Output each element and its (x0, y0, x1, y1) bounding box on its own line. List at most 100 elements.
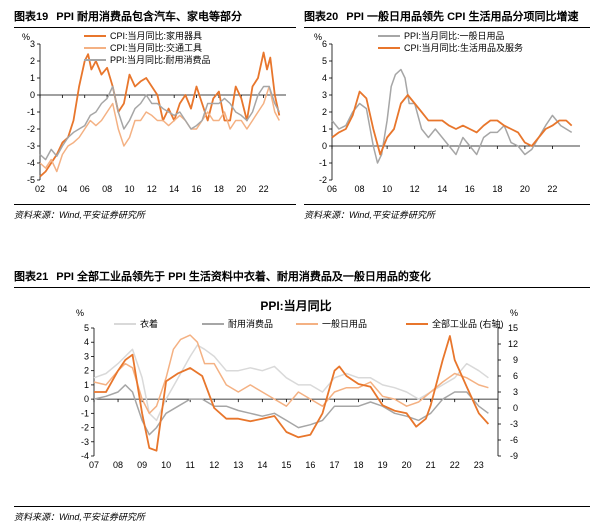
fig19-title: 图表19 PPI 耐用消费品包含汽车、家电等部分 (14, 8, 242, 24)
y-tick-label: -2 (27, 124, 35, 134)
y2-tick-label: -9 (510, 451, 518, 461)
x-tick-label: 08 (113, 460, 123, 470)
x-tick-label: 08 (102, 184, 112, 194)
series-line-3 (93, 334, 489, 415)
y-tick-label: 2 (30, 56, 35, 66)
legend-label-1: 衣着 (140, 318, 158, 329)
y-axis-unit-label: % (314, 32, 322, 42)
chart-title: PPI:当月同比 (260, 298, 331, 313)
y-tick-label: 0 (322, 141, 327, 151)
fig21-title: 图表21 PPI 全部工业品领先于 PPI 生活资料中衣着、耐用消费品及一般日用品… (14, 268, 431, 284)
y-axis-unit-label: % (76, 308, 84, 318)
x-tick-label: 20 (236, 184, 246, 194)
x-tick-label: 10 (124, 184, 134, 194)
fig20-number: 图表20 (304, 11, 339, 23)
series-line-1 (331, 68, 573, 164)
y-tick-label: 1 (322, 124, 327, 134)
fig21-title-rule (14, 287, 590, 288)
legend-label-2: CPI:当月同比:交通工具 (110, 42, 202, 53)
y-tick-label: -3 (27, 141, 35, 151)
x-tick-label: 16 (465, 184, 475, 194)
y2-tick-label: -6 (510, 435, 518, 445)
x-tick-label: 23 (474, 460, 484, 470)
y-tick-label: 4 (322, 73, 327, 83)
x-tick-label: 16 (192, 184, 202, 194)
legend-label-1: CPI:当月同比:家用器具 (110, 30, 202, 41)
fig21-chart: PPI:当月同比% %543210-1-2-3-415129630-3-6-907… (76, 298, 518, 470)
legend-label-2: 耐用消费品 (228, 318, 273, 329)
y2-tick-label: 3 (513, 387, 518, 397)
x-tick-label: 19 (378, 460, 388, 470)
series-line-3 (39, 85, 280, 161)
fig20-title: 图表20 PPI 一般日用品领先 CPI 生活用品分项同比增速 (304, 8, 578, 24)
x-tick-label: 10 (161, 460, 171, 470)
y-tick-label: 2 (322, 107, 327, 117)
y-tick-label: 3 (84, 351, 89, 361)
y-tick-label: 2 (84, 366, 89, 376)
y-tick-label: -3 (81, 437, 89, 447)
y-tick-label: -2 (81, 423, 89, 433)
y2-tick-label: 15 (508, 323, 518, 333)
y2-tick-label: -3 (510, 419, 518, 429)
series-line-1 (39, 51, 281, 178)
fig20-source: 资料来源：Wind,平安证券研究所 (304, 210, 435, 220)
fig21-source-rule (14, 506, 590, 507)
y2-axis-unit-label: % (510, 308, 518, 318)
x-tick-label: 12 (209, 460, 219, 470)
x-tick-label: 13 (233, 460, 243, 470)
series-line-4 (94, 335, 490, 452)
fig19-source: 资料来源：Wind,平安证券研究所 (14, 210, 145, 220)
x-tick-label: 18 (214, 184, 224, 194)
series-line-2 (331, 90, 573, 156)
legend-label-3: 一般日用品 (322, 318, 367, 329)
x-tick-label: 21 (426, 460, 436, 470)
fig21-number: 图表21 (14, 271, 49, 283)
y-tick-label: -1 (27, 107, 35, 117)
y-tick-label: -4 (27, 158, 35, 168)
series-line-2 (39, 85, 280, 173)
x-tick-label: 12 (147, 184, 157, 194)
y-tick-label: 5 (322, 56, 327, 66)
x-tick-label: 10 (382, 184, 392, 194)
fig19-number: 图表19 (14, 11, 49, 23)
y-tick-label: 4 (84, 337, 89, 347)
y-tick-label: 3 (322, 90, 327, 100)
y-tick-label: 1 (30, 73, 35, 83)
y-tick-label: -1 (81, 408, 89, 418)
x-tick-label: 18 (492, 184, 502, 194)
legend-label-4: 全部工业品 (右轴) (432, 318, 504, 329)
fig20-title-rule (304, 27, 590, 28)
series-line-2 (93, 384, 489, 436)
x-tick-label: 14 (169, 184, 179, 194)
y-axis-unit-label: % (22, 32, 30, 42)
y-tick-label: -5 (27, 175, 35, 185)
fig19-source-rule (14, 204, 296, 205)
legend-label-2: CPI:当月同比:生活用品及服务 (404, 42, 523, 53)
y-tick-label: 0 (84, 394, 89, 404)
y-tick-label: 1 (84, 380, 89, 390)
y-tick-label: -2 (319, 175, 327, 185)
fig19-title-text: PPI 耐用消费品包含汽车、家电等部分 (56, 11, 243, 23)
x-tick-label: 11 (186, 460, 195, 470)
fig21-title-text: PPI 全部工业品领先于 PPI 生活资料中衣着、耐用消费品及一般日用品的变化 (56, 271, 431, 283)
x-tick-label: 20 (520, 184, 530, 194)
x-tick-label: 08 (355, 184, 365, 194)
y-tick-label: -1 (319, 158, 327, 168)
x-tick-label: 04 (57, 184, 67, 194)
x-tick-label: 16 (305, 460, 315, 470)
x-tick-label: 14 (257, 460, 267, 470)
x-tick-label: 06 (327, 184, 337, 194)
y-tick-label: 0 (30, 90, 35, 100)
x-tick-label: 17 (329, 460, 339, 470)
y2-tick-label: 0 (513, 403, 518, 413)
y-tick-label: -4 (81, 451, 89, 461)
y2-tick-label: 12 (508, 339, 518, 349)
x-tick-label: 22 (547, 184, 557, 194)
fig19-title-rule (14, 27, 296, 28)
x-tick-label: 20 (402, 460, 412, 470)
x-tick-label: 14 (437, 184, 447, 194)
y2-tick-label: 9 (513, 355, 518, 365)
x-tick-label: 15 (281, 460, 291, 470)
